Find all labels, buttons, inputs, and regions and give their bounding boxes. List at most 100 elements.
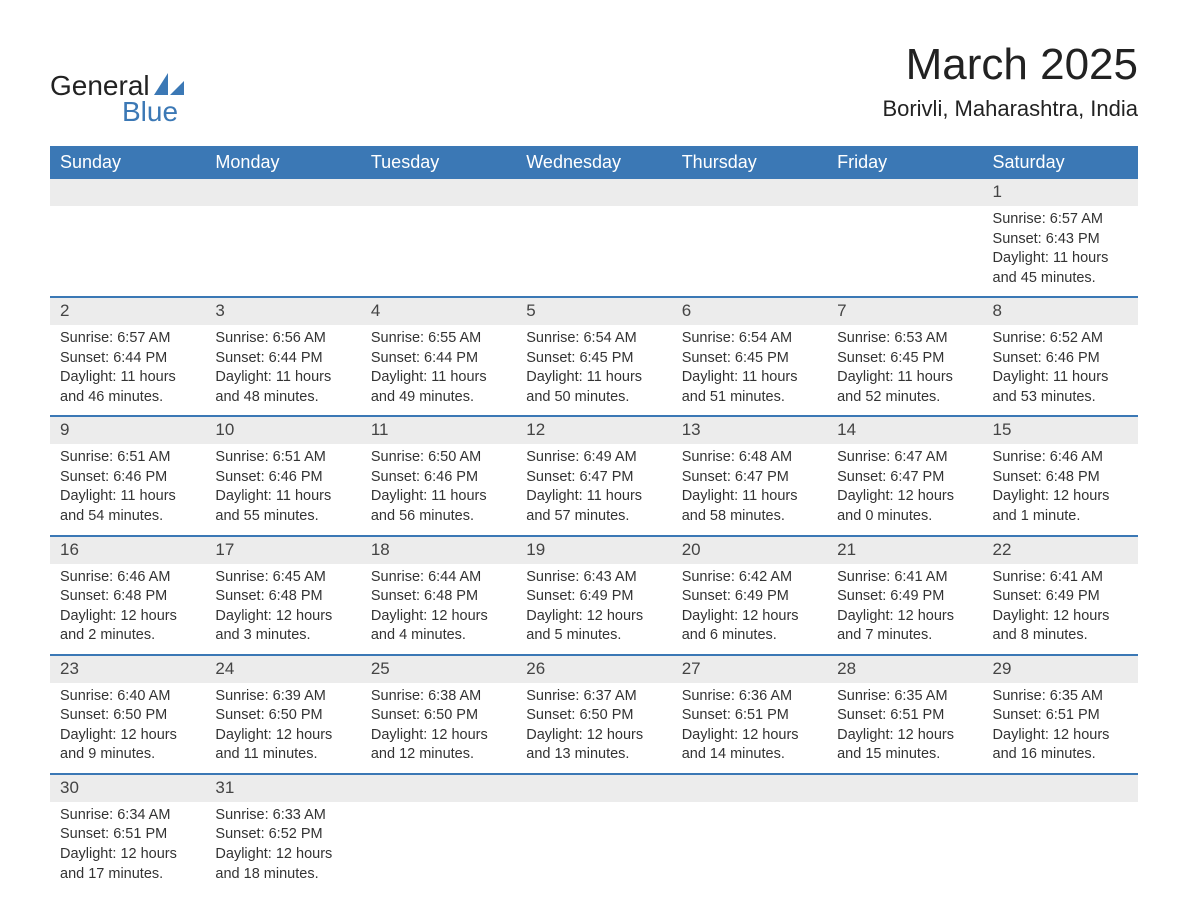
day-detail: Sunrise: 6:57 AMSunset: 6:43 PMDaylight:… <box>983 206 1138 297</box>
daylight-text-2: and 3 minutes. <box>215 626 350 646</box>
sunrise-text: Sunrise: 6:45 AM <box>215 568 350 588</box>
day-number: 29 <box>983 655 1138 683</box>
sunset-text: Sunset: 6:51 PM <box>682 706 817 726</box>
day-detail <box>361 802 516 892</box>
col-wednesday: Wednesday <box>516 146 671 179</box>
calendar-body: 1Sunrise: 6:57 AMSunset: 6:43 PMDaylight… <box>50 179 1138 892</box>
daylight-text-2: and 50 minutes. <box>526 388 661 408</box>
day-number: 21 <box>827 536 982 564</box>
detail-row: Sunrise: 6:51 AM Sunset: 6:46 PM Daylight:… <box>50 444 1138 535</box>
daylight-text-1: Daylight: 11 hours <box>837 368 972 388</box>
sunset-text: Sunset: 6:49 PM <box>837 587 972 607</box>
sunset-text: Sunset: 6:48 PM <box>215 587 350 607</box>
daylight-text-1: Daylight: 11 hours <box>526 368 661 388</box>
day-detail: Sunrise: 6:39 AMSunset: 6:50 PMDaylight:… <box>205 683 360 774</box>
day-detail: Sunrise: 6:35 AMSunset: 6:51 PMDaylight:… <box>827 683 982 774</box>
day-number: 23 <box>50 655 205 683</box>
sunset-text: Sunset: 6:47 PM <box>682 468 817 488</box>
day-detail: Sunrise: 6:54 AMSunset: 6:45 PMDaylight:… <box>672 325 827 416</box>
daylight-text-2: and 46 minutes. <box>60 388 195 408</box>
sunset-text: Sunset: 6:47 PM <box>837 468 972 488</box>
day-detail: Sunrise: 6:51 AMSunset: 6:46 PMDaylight:… <box>50 444 205 535</box>
day-number <box>672 774 827 802</box>
daylight-text-1: Daylight: 12 hours <box>993 607 1128 627</box>
detail-row: Sunrise: 6:34 AMSunset: 6:51 PMDaylight:… <box>50 802 1138 892</box>
daylight-text-1: Daylight: 12 hours <box>215 845 350 865</box>
daylight-text-1: Daylight: 11 hours <box>682 487 817 507</box>
sunrise-text: Sunrise: 6:54 AM <box>682 329 817 349</box>
sunrise-text: Sunrise: 6:35 AM <box>993 687 1128 707</box>
day-detail: Sunrise: 6:52 AMSunset: 6:46 PMDaylight:… <box>983 325 1138 416</box>
day-number: 14 <box>827 416 982 444</box>
sunrise-text: Sunrise: 6:55 AM <box>371 329 506 349</box>
sunset-text: Sunset: 6:50 PM <box>371 706 506 726</box>
day-detail: Sunrise: 6:35 AMSunset: 6:51 PMDaylight:… <box>983 683 1138 774</box>
daylight-text-1: Daylight: 11 hours <box>526 487 661 507</box>
day-number: 31 <box>205 774 360 802</box>
day-number: 20 <box>672 536 827 564</box>
daylight-text-1: Daylight: 12 hours <box>60 726 195 746</box>
daylight-text-1: Daylight: 12 hours <box>60 607 195 627</box>
day-number: 30 <box>50 774 205 802</box>
day-number: 27 <box>672 655 827 683</box>
daylight-text-1: Daylight: 12 hours <box>60 845 195 865</box>
day-number <box>516 774 671 802</box>
sunrise-text: Sunrise: 6:53 AM <box>837 329 972 349</box>
day-detail: Sunrise: 6:40 AMSunset: 6:50 PMDaylight:… <box>50 683 205 774</box>
sunset-text: Sunset: 6:46 PM <box>215 468 350 488</box>
daylight-text-2: and 54 minutes. <box>60 507 195 527</box>
day-number: 13 <box>672 416 827 444</box>
daylight-text-2: and 49 minutes. <box>371 388 506 408</box>
day-detail: Sunrise: 6:49 AMSunset: 6:47 PMDaylight:… <box>516 444 671 535</box>
sunset-text: Sunset: 6:50 PM <box>526 706 661 726</box>
day-detail <box>827 802 982 892</box>
col-saturday: Saturday <box>983 146 1138 179</box>
sunrise-text: Sunrise: 6:50 AM <box>371 448 506 468</box>
day-number: 9 <box>50 416 205 444</box>
daylight-text-1: Daylight: 11 hours <box>60 487 195 507</box>
daylight-text-2: and 16 minutes. <box>993 745 1128 765</box>
day-detail: Sunrise: 6:48 AMSunset: 6:47 PMDaylight:… <box>672 444 827 535</box>
daynum-row: 16171819202122 <box>50 536 1138 564</box>
sunset-text: Sunset: 6:45 PM <box>526 349 661 369</box>
daylight-text-2: and 9 minutes. <box>60 745 195 765</box>
sunrise-text: Sunrise: 6:39 AM <box>215 687 350 707</box>
sunrise-text: Sunrise: 6:48 AM <box>682 448 817 468</box>
col-sunday: Sunday <box>50 146 205 179</box>
daylight-text-2: and 1 minute. <box>993 507 1128 527</box>
col-friday: Friday <box>827 146 982 179</box>
daylight-text-1: Daylight: 12 hours <box>371 607 506 627</box>
calendar-header-row: Sunday Monday Tuesday Wednesday Thursday… <box>50 146 1138 179</box>
day-number: 12 <box>516 416 671 444</box>
daylight-text-1: Daylight: 12 hours <box>837 726 972 746</box>
sunrise-text: Sunrise: 6:36 AM <box>682 687 817 707</box>
sunset-text: Sunset: 6:51 PM <box>993 706 1128 726</box>
daylight-text-1: Daylight: 12 hours <box>371 726 506 746</box>
sunset-text: Sunset: 6:48 PM <box>371 587 506 607</box>
day-detail <box>672 206 827 297</box>
day-number: 2 <box>50 297 205 325</box>
page-title: March 2025 <box>882 40 1138 90</box>
sunrise-text: Sunrise: 6:38 AM <box>371 687 506 707</box>
day-detail: Sunrise: 6:54 AMSunset: 6:45 PMDaylight:… <box>516 325 671 416</box>
daylight-text-1: Daylight: 11 hours <box>371 368 506 388</box>
daylight-text-2: and 55 minutes. <box>215 507 350 527</box>
daylight-text-1: Daylight: 11 hours <box>682 368 817 388</box>
daylight-text-2: and 7 minutes. <box>837 626 972 646</box>
detail-row: Sunrise: 6:46 AMSunset: 6:48 PMDaylight:… <box>50 564 1138 655</box>
daylight-text-2: and 0 minutes. <box>837 507 972 527</box>
daynum-row: 1 <box>50 179 1138 206</box>
col-thursday: Thursday <box>672 146 827 179</box>
sunset-text: Sunset: 6:47 PM <box>526 468 661 488</box>
day-detail: Sunrise: 6:41 AMSunset: 6:49 PMDaylight:… <box>983 564 1138 655</box>
detail-row: Sunrise: 6:40 AMSunset: 6:50 PMDaylight:… <box>50 683 1138 774</box>
day-number <box>516 179 671 206</box>
sunset-text: Sunset: 6:52 PM <box>215 825 350 845</box>
sunset-text: Sunset: 6:50 PM <box>60 706 195 726</box>
daylight-text-1: Daylight: 12 hours <box>993 487 1128 507</box>
sunrise-text: Sunrise: 6:56 AM <box>215 329 350 349</box>
daylight-text-2: and 14 minutes. <box>682 745 817 765</box>
sunrise-text: Sunrise: 6:51 AM <box>60 448 195 468</box>
sunrise-text: Sunrise: 6:54 AM <box>526 329 661 349</box>
daylight-text-1: Daylight: 12 hours <box>837 607 972 627</box>
